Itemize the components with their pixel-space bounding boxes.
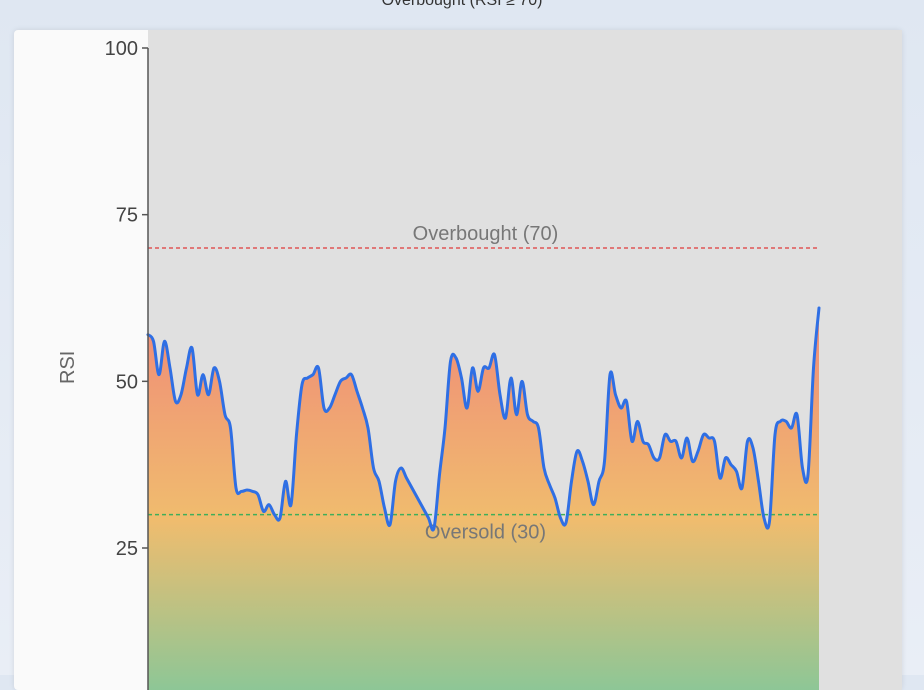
overbought-label: Overbought (70) [413,223,559,245]
legend-label: Overbought (RSI ≥ 70) [381,0,543,9]
y-tick-label-75: 75 [116,205,138,227]
y-axis-title: RSI [57,351,79,384]
oversold-label: Oversold (30) [425,522,546,544]
chart-card: Overbought (70) Oversold (30) 25 50 75 100 RS… [14,30,902,690]
rsi-series-line [146,306,821,532]
y-tick-label-25: 25 [116,538,138,560]
y-tick-label-100: 100 [105,38,138,60]
rsi-chart: Overbought (70) Oversold (30) 25 50 75 100 RS… [57,30,902,690]
y-tick-label-50: 50 [116,371,138,393]
rsi-area-fill [148,308,819,690]
